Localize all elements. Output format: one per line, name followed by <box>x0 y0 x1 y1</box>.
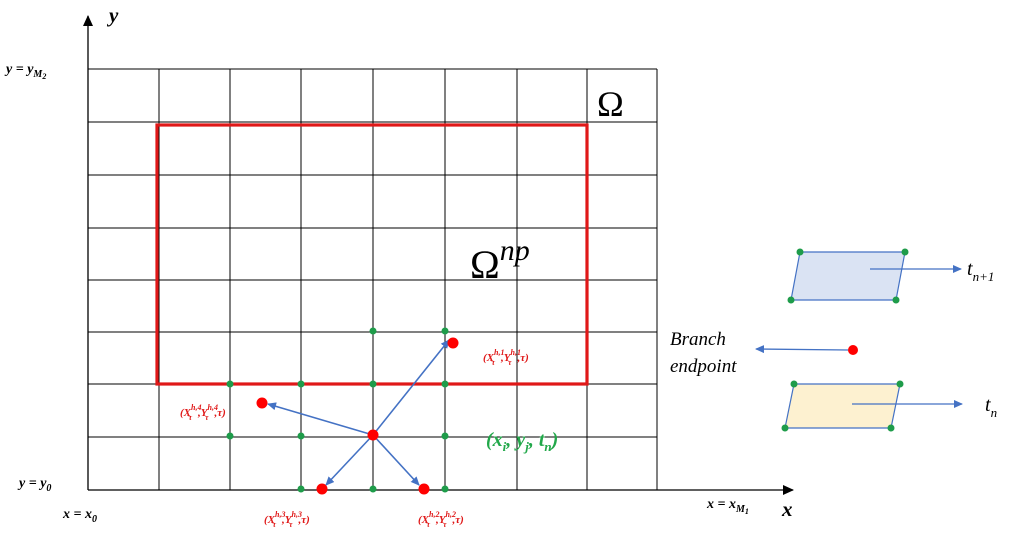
branch-legend-arrow <box>755 345 849 354</box>
layer-now-plane <box>784 383 901 429</box>
branch-endpoint-h4 <box>256 397 268 409</box>
current-node-point <box>367 429 379 441</box>
layer-next-plane <box>790 251 906 301</box>
branch-legend-line2: endpoint <box>670 356 737 377</box>
branch-endpoint-h2 <box>418 483 430 495</box>
branch-arrow-h4 <box>267 402 374 436</box>
grid-node <box>297 380 305 388</box>
grid-node <box>781 424 789 432</box>
branch-label-h1: (Xh,1 τ ,Yh,1 τ ,τ) <box>483 348 529 367</box>
branch-arrow-h3 <box>325 434 374 486</box>
omega-label: Ω <box>597 84 624 124</box>
t-now-label: tn <box>985 394 997 420</box>
branch-arrow-h1 <box>372 339 450 436</box>
branch-arrow-h2 <box>372 434 420 486</box>
branch-endpoint-h3 <box>316 483 328 495</box>
time-layer-now: tn <box>781 380 997 432</box>
time-layer-next: tn+1 <box>787 248 994 304</box>
grid-node <box>896 380 904 388</box>
grid-node <box>441 380 449 388</box>
t-next-label: tn+1 <box>967 258 994 284</box>
node-label: (xi, yj, tn) <box>486 429 558 454</box>
branch-arrows <box>267 339 450 486</box>
grid-node <box>369 485 377 493</box>
grid-node <box>887 424 895 432</box>
grid-node <box>892 296 900 304</box>
grid-node <box>297 485 305 493</box>
branch-label-h3: (Xh,3 τ ,Yh,3 τ ,τ) <box>264 510 310 529</box>
omega-np-label: Ωnp <box>470 234 530 287</box>
grid-node <box>369 380 377 388</box>
grid-node <box>369 327 377 335</box>
grid-node <box>297 432 305 440</box>
branch-legend-line1: Branch <box>670 329 726 350</box>
x-axis-label: x <box>781 497 793 521</box>
branch-label-h2: (Xh,2 τ ,Yh,2 τ ,τ) <box>418 510 464 529</box>
branch-endpoint-h1 <box>447 337 459 349</box>
x-right-label: x = xM1 <box>706 497 749 516</box>
grid-node <box>441 432 449 440</box>
grid <box>87 68 658 491</box>
y-bottom-label: y = y0 <box>17 476 51 494</box>
y-top-label: y = yM2 <box>4 62 46 81</box>
grid-node <box>441 327 449 335</box>
y-axis-label: y <box>106 3 119 27</box>
grid-node <box>901 248 909 256</box>
grid-node <box>790 380 798 388</box>
branch-legend: Branch endpoint <box>670 329 858 377</box>
branch-label-h4: (Xh,4 τ ,Yh,4 τ ,τ) <box>180 403 226 422</box>
interpolation-nodes <box>226 327 449 493</box>
grid-node <box>226 380 234 388</box>
grid-node <box>441 485 449 493</box>
branch-legend-point <box>848 345 858 355</box>
grid-node <box>787 296 795 304</box>
grid-node <box>226 432 234 440</box>
x-left-label: x = x0 <box>62 507 97 525</box>
grid-node <box>796 248 804 256</box>
